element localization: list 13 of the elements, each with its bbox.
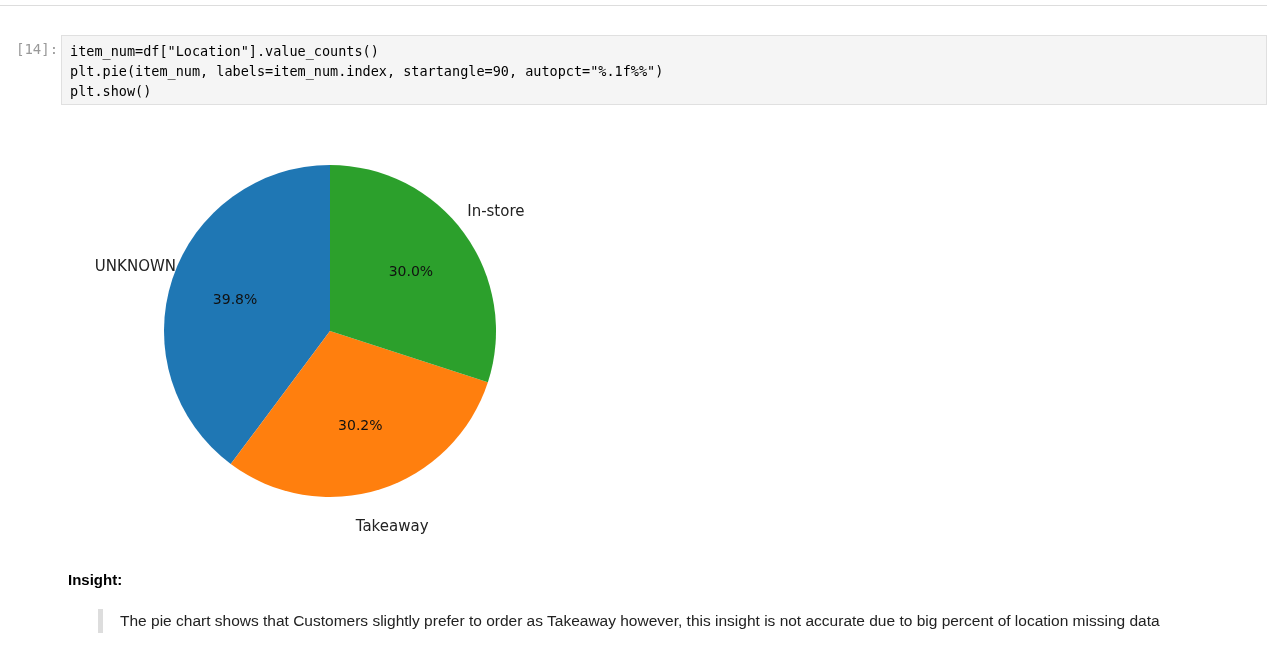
data-label: 30.2% bbox=[338, 417, 383, 434]
text: Insight: bbox=[68, 571, 123, 588]
text: [14]: bbox=[16, 41, 59, 57]
slice-label: UNKNOWN bbox=[94, 257, 176, 276]
slice-label: Takeaway bbox=[354, 517, 429, 536]
text: plt.show() bbox=[70, 82, 153, 101]
text: The pie chart shows that Customers slightly prefer to order as Takeaway however, this insight is not accurate due to big percent of location missing data bbox=[98, 609, 1160, 633]
text: item_num=df["Location"].value_counts() bbox=[70, 42, 380, 61]
data-label: 39.8% bbox=[212, 290, 258, 307]
pie-slice bbox=[230, 331, 488, 497]
text: plt.pie(item_num, labels=item_num.index, startangle=90, autopct="%.1f%%") bbox=[70, 62, 665, 81]
slice-label: In-store bbox=[467, 201, 525, 220]
data-label: 30.0% bbox=[388, 263, 434, 280]
